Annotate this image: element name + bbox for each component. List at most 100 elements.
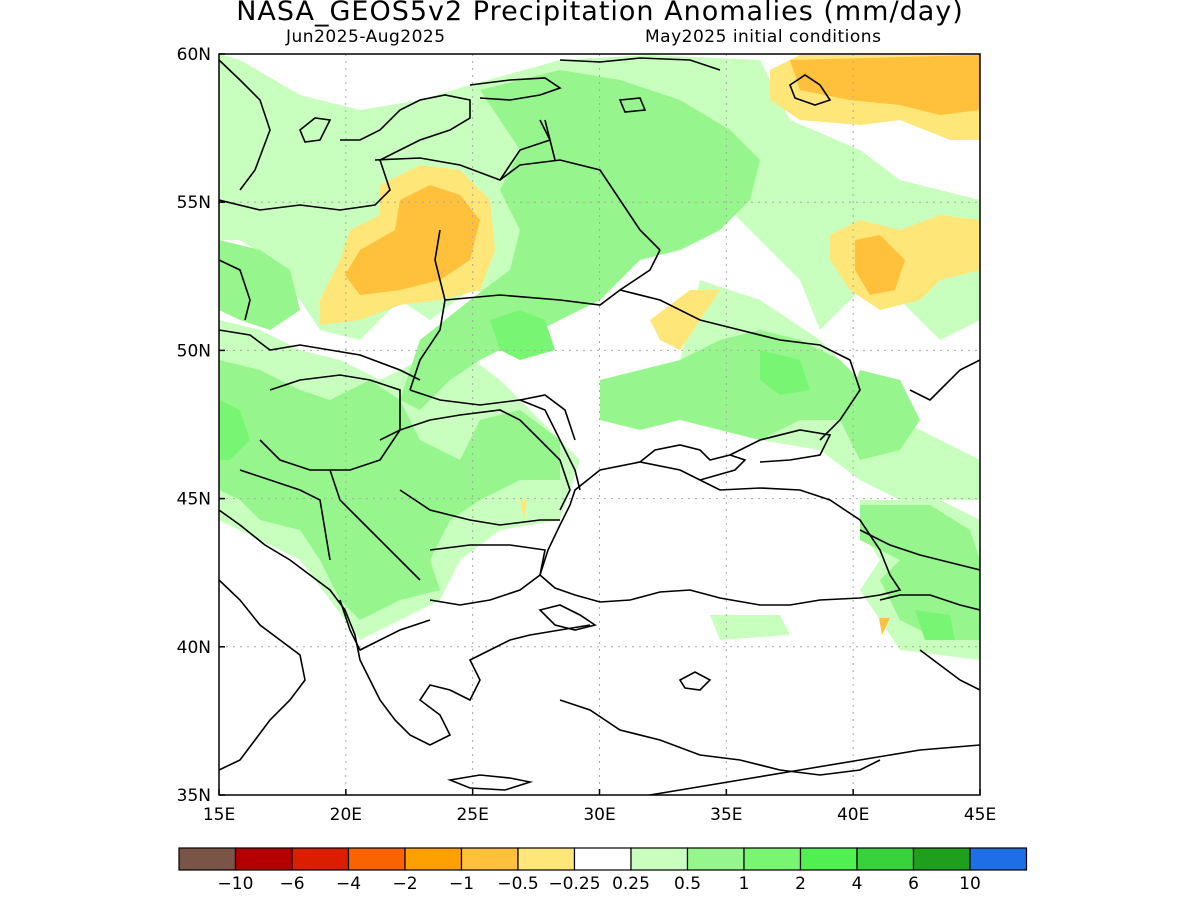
colorbar-label: −0.5 — [497, 874, 538, 894]
anomaly-region-donbas-core — [760, 350, 810, 395]
border-russia-estonia — [544, 119, 556, 161]
colorbar-label: 10 — [959, 874, 981, 894]
anomaly-region-south-russia-medium — [840, 370, 920, 460]
colorbar-label: −2 — [392, 874, 417, 894]
colorbar-label: −6 — [279, 874, 304, 894]
initial-conditions: May2025 initial conditions — [645, 27, 882, 47]
colorbar-label: −10 — [218, 874, 254, 894]
anomaly-region-balkan-medium — [219, 360, 560, 620]
colorbar-swatch — [686, 847, 745, 871]
border-hungary — [259, 374, 401, 471]
black-sea-coast — [539, 461, 902, 606]
chart-title: NASA_GEOS5v2 Precipitation Anomalies (mm… — [236, 0, 964, 27]
colorbar-swatch — [404, 847, 463, 871]
azov-coast — [729, 429, 832, 463]
crimea-coast — [639, 444, 747, 481]
colorbar-swatch — [799, 847, 858, 871]
colorbar-label: 2 — [795, 874, 806, 894]
colorbar-label: −1 — [449, 874, 474, 894]
lat-tick-label: 40N — [177, 638, 211, 658]
border-belarus-ukraine — [444, 249, 661, 306]
border-romania-south — [399, 489, 560, 526]
colorbar-swatch — [517, 847, 576, 871]
coastlines-borders — [219, 57, 980, 795]
gulf-of-finland-coast — [469, 77, 562, 101]
anomaly-region-lithuania-core — [345, 185, 480, 295]
colorbar-swatch — [969, 847, 1028, 871]
border-bulgaria — [429, 544, 546, 606]
colorbar-label: 0.5 — [674, 874, 701, 894]
colorbar-swatch — [234, 847, 293, 871]
border-poland-east — [409, 229, 446, 391]
lat-tick-label: 35N — [177, 786, 211, 806]
lon-tick-label: 20E — [330, 805, 362, 825]
turkey-south-coast — [559, 699, 881, 776]
colorbar-label: 4 — [852, 874, 863, 894]
colorbar-swatch — [291, 847, 350, 871]
lat-lon-grid — [219, 54, 980, 795]
longitude-axis: 15E 20E 25E 30E 35E 40E 45E — [203, 789, 996, 825]
forecast-period: Jun2025-Aug2025 — [286, 27, 446, 47]
anomaly-region-bryansk-light — [650, 290, 720, 350]
anomaly-region-poland-core — [490, 310, 555, 360]
lat-tick-label: 55N — [177, 193, 211, 213]
anomaly-region-belarus-medium — [400, 70, 760, 410]
anomaly-region-ukraine-medium — [600, 330, 860, 440]
colorbar-swatch — [178, 847, 237, 871]
italy-coast — [219, 579, 306, 771]
colorbar-swatch — [573, 847, 632, 871]
lat-tick-label: 60N — [177, 45, 211, 65]
border-czech-slovakia — [219, 329, 421, 381]
border-moldova — [519, 394, 576, 441]
colorbar-label: 6 — [908, 874, 919, 894]
colorbar-label: −4 — [336, 874, 361, 894]
anomaly-region-central-russia-core — [855, 235, 905, 295]
border-serbia — [329, 469, 421, 581]
lake-ladoga — [618, 97, 647, 113]
finland-coast — [559, 57, 721, 71]
lon-tick-label: 40E — [837, 805, 869, 825]
adriatic-coast — [219, 509, 371, 681]
colorbar-swatch — [856, 847, 915, 871]
lon-tick-label: 15E — [203, 805, 235, 825]
colorbar-swatch — [912, 847, 971, 871]
lat-tick-label: 50N — [177, 341, 211, 361]
colorbar-label: −0.25 — [548, 874, 600, 894]
border-caucasus — [879, 594, 980, 611]
gotland-coast — [299, 117, 332, 143]
lon-tick-label: 35E — [710, 805, 742, 825]
colorbar-label: 1 — [739, 874, 750, 894]
colorbar-swatch — [347, 847, 406, 871]
border-ukraine-south — [409, 389, 581, 491]
marmara-coast — [538, 604, 597, 631]
anomaly-region-caucasus-medium — [860, 505, 980, 640]
anomaly-region-georgia-core — [915, 610, 955, 640]
lake-onega — [789, 74, 832, 106]
crete-coast — [447, 774, 534, 791]
colorbar-swatch — [460, 847, 519, 871]
border-belarus-north — [499, 159, 661, 251]
anomaly-region-turkey-spot — [879, 618, 890, 635]
greece-coast — [369, 624, 591, 746]
lat-tick-label: 45N — [177, 490, 211, 510]
colorbar-label: 0.25 — [612, 874, 650, 894]
anomaly-region-bulgaria-spot — [520, 500, 527, 520]
lon-tick-label: 25E — [456, 805, 488, 825]
cyprus-coast — [678, 671, 712, 691]
caspian-coast — [909, 359, 980, 401]
lon-tick-label: 45E — [964, 805, 996, 825]
colorbar-swatch — [743, 847, 802, 871]
border-ukraine-russia — [619, 289, 861, 441]
colorbar-swatch — [630, 847, 689, 871]
anomaly-region-anatolia-light — [710, 615, 790, 640]
lon-tick-label: 30E — [583, 805, 615, 825]
border-armenia-azerbaijan — [919, 649, 980, 691]
border-north-macedonia-albania — [339, 599, 431, 652]
border-bosnia-croatia — [239, 469, 331, 561]
anomaly-region-albania-core — [219, 400, 250, 460]
border-russia-georgia — [859, 529, 980, 571]
border-romania — [379, 409, 571, 511]
baltic-coast — [219, 94, 471, 211]
anomaly-fills — [219, 54, 980, 660]
